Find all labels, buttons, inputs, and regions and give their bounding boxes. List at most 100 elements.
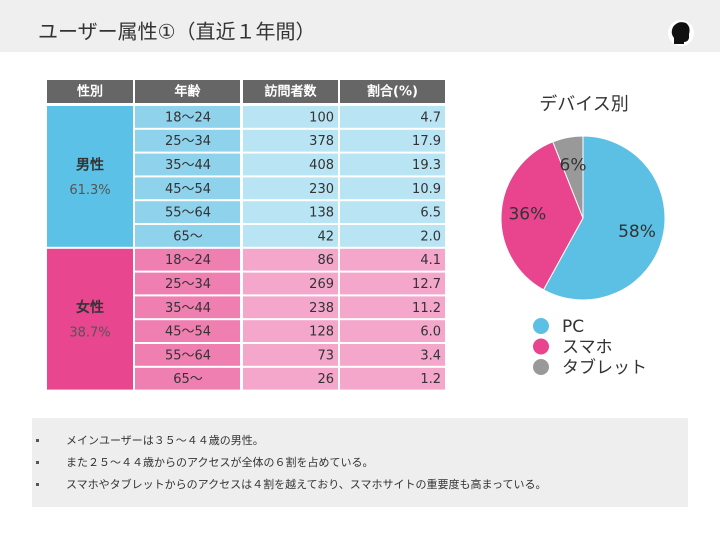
visitor-count: 73 — [317, 348, 334, 363]
group-share: 61.3% — [69, 183, 110, 198]
pie-slice — [542, 135, 666, 301]
visitor-count: 408 — [309, 158, 334, 173]
visitor-count: 238 — [309, 301, 334, 316]
value-cell — [243, 225, 338, 247]
age-cell — [135, 296, 240, 319]
ratio: 4.7 — [420, 110, 441, 125]
visitor-count: 100 — [309, 110, 334, 125]
group-label: 男性 — [76, 156, 104, 173]
value-cell — [340, 320, 445, 342]
age-cell — [135, 153, 240, 176]
bullet — [36, 461, 39, 464]
age-label: 45～54 — [165, 325, 211, 340]
visitor-count: 138 — [309, 206, 334, 221]
age-label: 25～34 — [165, 134, 211, 149]
logo-icon — [668, 20, 694, 46]
notes-box — [32, 418, 688, 507]
visitor-count: 26 — [317, 372, 334, 387]
visitor-count: 42 — [317, 229, 334, 244]
header-label: 訪問者数 — [264, 84, 317, 100]
group-share: 38.7% — [69, 326, 110, 341]
age-label: 45～54 — [165, 182, 211, 197]
value-cell — [243, 201, 338, 223]
visitor-count: 230 — [309, 182, 334, 197]
ratio: 19.3 — [412, 158, 441, 173]
age-label: 35～44 — [165, 158, 211, 173]
age-label: 35～44 — [165, 301, 211, 316]
value-cell — [340, 344, 445, 366]
group-cell — [47, 248, 133, 390]
bullet — [36, 483, 39, 486]
group-cell — [47, 106, 133, 247]
value-cell — [340, 367, 445, 390]
value-cell — [340, 177, 445, 200]
pie-slice — [500, 141, 584, 291]
age-label: 65～ — [173, 372, 203, 387]
header-cell — [47, 80, 133, 103]
value-cell — [243, 248, 338, 271]
ratio: 12.7 — [412, 277, 441, 292]
value-cell — [340, 272, 445, 295]
age-cell — [135, 272, 240, 295]
note-text: また２５～４４歳からのアクセスが全体の６割を占めている。 — [66, 455, 373, 469]
age-cell — [135, 344, 240, 366]
legend-label: タブレット — [562, 357, 647, 378]
legend-swatch — [533, 338, 549, 355]
slice-label: 36% — [508, 204, 546, 224]
age-cell — [135, 201, 240, 223]
ratio: 4.1 — [420, 253, 441, 268]
slice-label: 58% — [618, 222, 656, 242]
visitor-count: 128 — [309, 325, 334, 340]
age-cell — [135, 129, 240, 152]
note-text: メインユーザーは３５～４４歳の男性。 — [66, 433, 264, 447]
value-cell — [340, 225, 445, 247]
value-cell — [243, 177, 338, 200]
legend-swatch — [533, 318, 549, 334]
bullet — [36, 439, 39, 442]
value-cell — [340, 129, 445, 152]
value-cell — [243, 129, 338, 152]
visitor-count: 86 — [317, 253, 334, 268]
value-cell — [243, 344, 338, 366]
ratio: 17.9 — [412, 134, 441, 149]
value-cell — [340, 153, 445, 176]
slide-title: ユーザー属性①（直近１年間） — [38, 20, 316, 44]
value-cell — [243, 296, 338, 319]
age-cell — [135, 106, 240, 128]
age-cell — [135, 367, 240, 390]
header-cell — [135, 80, 240, 103]
slice-label: 6% — [560, 156, 587, 176]
group-label: 女性 — [76, 299, 104, 316]
value-cell — [243, 272, 338, 295]
header-cell — [243, 80, 338, 103]
header-label: 性別 — [77, 84, 103, 100]
value-cell — [340, 296, 445, 319]
legend-label: PC — [562, 317, 584, 337]
value-cell — [340, 248, 445, 271]
value-cell — [340, 201, 445, 223]
header-label: 年齢 — [174, 84, 201, 100]
value-cell — [243, 367, 338, 390]
value-cell — [243, 153, 338, 176]
header-label: 割合(%) — [367, 84, 418, 100]
age-label: 18～24 — [165, 253, 211, 268]
age-label: 55～64 — [165, 206, 211, 221]
ratio: 2.0 — [420, 229, 441, 244]
pie-slice — [552, 135, 584, 219]
legend-swatch — [533, 359, 549, 375]
age-cell — [135, 248, 240, 271]
age-cell — [135, 177, 240, 200]
age-label: 55～64 — [165, 348, 211, 363]
visitor-count: 269 — [309, 277, 334, 292]
header-cell — [340, 80, 445, 103]
ratio: 11.2 — [412, 301, 441, 316]
age-cell — [135, 225, 240, 247]
age-cell — [135, 320, 240, 342]
age-label: 25～34 — [165, 277, 211, 292]
value-cell — [340, 106, 445, 128]
header-bar — [0, 0, 720, 52]
legend-label: スマホ — [562, 338, 613, 358]
note-text: スマホやタブレットからのアクセスは４割を越えており、スマホサイトの重要度も高まっ… — [66, 477, 546, 491]
ratio: 6.5 — [420, 206, 441, 221]
